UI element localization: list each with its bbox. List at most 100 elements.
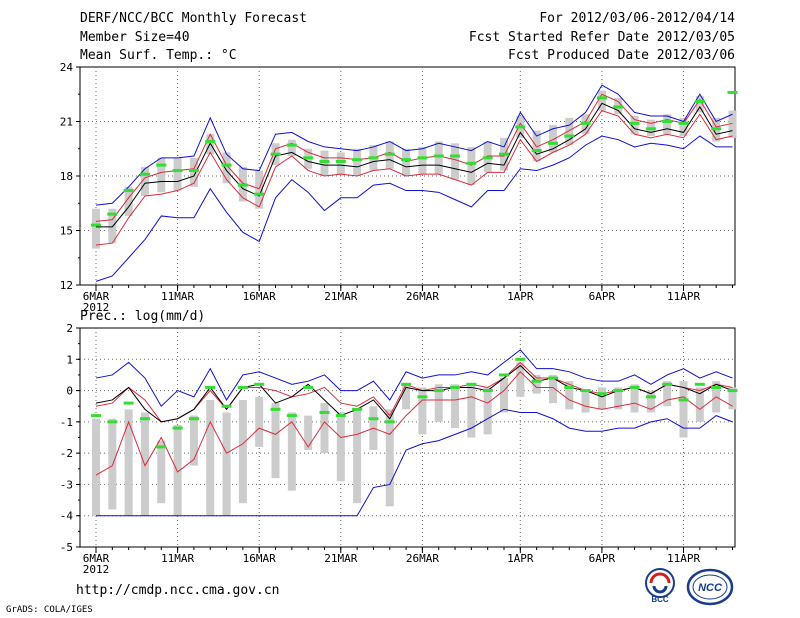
observed-mark — [319, 159, 330, 163]
spread-box — [238, 399, 247, 504]
observed-mark — [596, 392, 607, 396]
spread-box — [483, 387, 492, 435]
observed-mark — [678, 398, 689, 402]
spread-box — [173, 157, 182, 191]
y-tick-label: -1 — [60, 416, 73, 429]
observed-mark — [91, 223, 101, 227]
bcc-logo: BCC — [645, 568, 675, 604]
spread-box — [287, 412, 296, 491]
spread-box — [353, 409, 362, 504]
spread-box — [206, 399, 215, 516]
spread-box — [451, 384, 460, 429]
y-tick-label: 15 — [60, 225, 73, 238]
observed-mark — [172, 169, 183, 173]
observed-mark — [123, 189, 134, 193]
observed-mark — [303, 385, 314, 389]
variable-label: Mean Surf. Temp.: °C — [80, 48, 237, 63]
x-tick-label: 11APR — [667, 552, 700, 565]
observed-mark — [156, 445, 167, 449]
spread-box — [532, 374, 541, 394]
observed-mark — [401, 158, 412, 162]
spread-box — [630, 384, 639, 413]
observed-mark — [433, 389, 444, 393]
spread-box — [336, 412, 345, 482]
x-tick-label: 26MAR — [406, 552, 439, 565]
spread-box — [140, 166, 149, 196]
ncc-logo-text: NCC — [698, 582, 723, 594]
x-tick-label: 26MAR — [406, 290, 439, 303]
observed-mark — [303, 156, 314, 160]
observed-mark — [335, 159, 346, 163]
observed-mark — [188, 169, 199, 173]
spread-box — [304, 415, 313, 451]
min-line — [95, 135, 733, 282]
spread-box — [614, 387, 623, 410]
y-tick-label: 18 — [60, 170, 73, 183]
x-tick-label: 16MAR — [243, 552, 276, 565]
y-tick-label: -5 — [60, 541, 73, 554]
observed-mark — [450, 154, 461, 158]
observed-mark — [629, 385, 640, 389]
x-tick-label: 1APR — [507, 290, 534, 303]
spread-box — [565, 381, 574, 410]
panel-title: Prec.: log(mm/d) — [80, 309, 205, 324]
observed-mark — [694, 382, 705, 386]
spread-box — [679, 117, 688, 137]
spread-box — [548, 374, 557, 404]
observed-mark — [727, 90, 738, 94]
spread-box — [646, 390, 655, 413]
observed-mark — [450, 385, 461, 389]
y-tick-label: -2 — [60, 447, 73, 460]
observed-mark — [678, 121, 689, 125]
observed-mark — [286, 143, 297, 147]
ncc-logo: NCC — [686, 568, 734, 606]
x-tick-label: 6APR — [589, 552, 616, 565]
observed-mark — [580, 121, 591, 125]
observed-mark — [221, 163, 232, 167]
x-tick-label: 6MAR — [83, 290, 110, 303]
observed-mark — [401, 382, 412, 386]
spread-box — [418, 146, 427, 175]
spread-box — [728, 110, 737, 138]
observed-mark — [417, 156, 428, 160]
observed-mark — [254, 192, 265, 196]
observed-mark — [515, 125, 526, 129]
spread-box — [581, 390, 590, 413]
source-url[interactable]: http://cmdp.ncc.cma.gov.cn — [76, 583, 280, 598]
upper-line — [95, 93, 733, 222]
observed-mark — [139, 172, 150, 176]
bcc-logo-text: BCC — [651, 595, 669, 604]
spread-box — [92, 418, 100, 516]
observed-mark — [237, 385, 248, 389]
x-tick-year-label: 2012 — [83, 563, 110, 576]
observed-mark — [188, 417, 199, 421]
spread-box — [189, 415, 198, 466]
observed-mark — [466, 382, 477, 386]
observed-mark — [629, 121, 640, 125]
observed-mark — [107, 420, 118, 424]
spread-box — [173, 424, 182, 516]
x-tick-label: 11APR — [667, 290, 700, 303]
observed-mark — [564, 385, 575, 389]
observed-mark — [711, 385, 722, 389]
spread-box — [467, 146, 476, 186]
spread-box — [565, 117, 574, 146]
observed-mark — [662, 120, 673, 123]
spread-box — [189, 157, 198, 187]
observed-mark — [580, 389, 591, 393]
chart-title: DERF/NCC/BCC Monthly Forecast — [80, 11, 307, 26]
y-tick-label: 0 — [66, 385, 73, 398]
y-tick-label: -4 — [60, 510, 74, 523]
spread-box — [630, 116, 639, 135]
spread-box — [255, 170, 264, 209]
observed-mark — [694, 100, 705, 104]
observed-mark — [205, 385, 216, 389]
forecast-period: For 2012/03/06-2012/04/14 — [539, 11, 735, 26]
observed-mark — [645, 395, 656, 399]
observed-mark — [368, 417, 379, 421]
spread-box — [663, 381, 672, 407]
spread-box — [108, 208, 117, 244]
observed-mark — [564, 134, 575, 138]
spread-box — [467, 384, 476, 438]
